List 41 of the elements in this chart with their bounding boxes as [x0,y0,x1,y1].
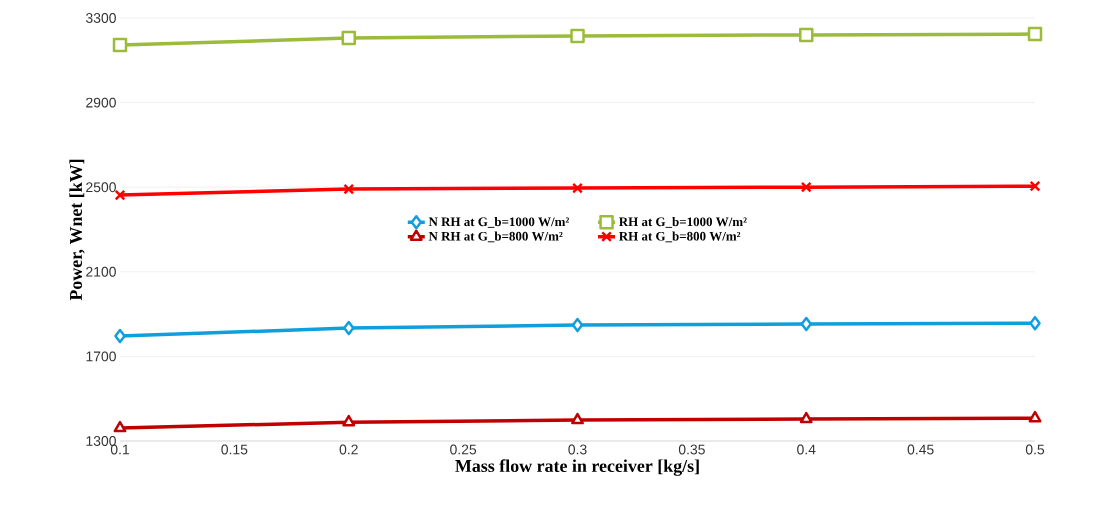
point [114,189,126,201]
x-tick-label: 0.5 [1025,444,1045,455]
point [1028,410,1042,423]
x-tick-label: 0.15 [221,444,248,455]
legend-label: RH at G_b=1000 W/m² [619,217,747,228]
point [1027,26,1043,42]
y-tick-label: 2500 [86,182,116,193]
point [800,316,813,332]
point [571,412,584,425]
x-tick-label: 0.1 [110,444,130,455]
point [570,28,585,44]
x-tick-label: 0.3 [568,444,587,455]
point [799,27,814,43]
legend-label: RH at G_b=800 W/m² [619,231,741,243]
point [342,414,356,427]
y-tick-label: 2900 [86,97,116,108]
y-axis-title: Power, Wnet [kW] [69,159,85,301]
point [113,420,127,433]
point [571,317,584,333]
point [341,30,356,46]
y-tick-label: 2100 [86,266,116,277]
point [800,181,812,193]
x-tick-label: 0.25 [450,444,477,455]
point [343,183,355,195]
point [114,328,126,344]
legend-label: N RH at G_b=1000 W/m² [428,217,569,228]
point [1029,315,1041,331]
x-tick-label: 0.2 [339,444,358,455]
x-axis-title: Mass flow rate in receiver [kg/s] [455,459,699,476]
y-tick-label: 1300 [86,436,116,446]
x-tick-label: 0.45 [907,444,934,455]
y-tick-label: 1700 [86,351,116,362]
y-tick-label: 3300 [85,13,116,23]
x-tick-label: 0.4 [797,444,816,455]
point [799,411,813,424]
point [112,37,128,53]
point [572,182,583,194]
point [343,320,355,336]
legend-label: N RH at G_b=800 W/m² [428,231,563,243]
point [1029,180,1041,192]
x-tick-label: 0.35 [678,444,705,455]
